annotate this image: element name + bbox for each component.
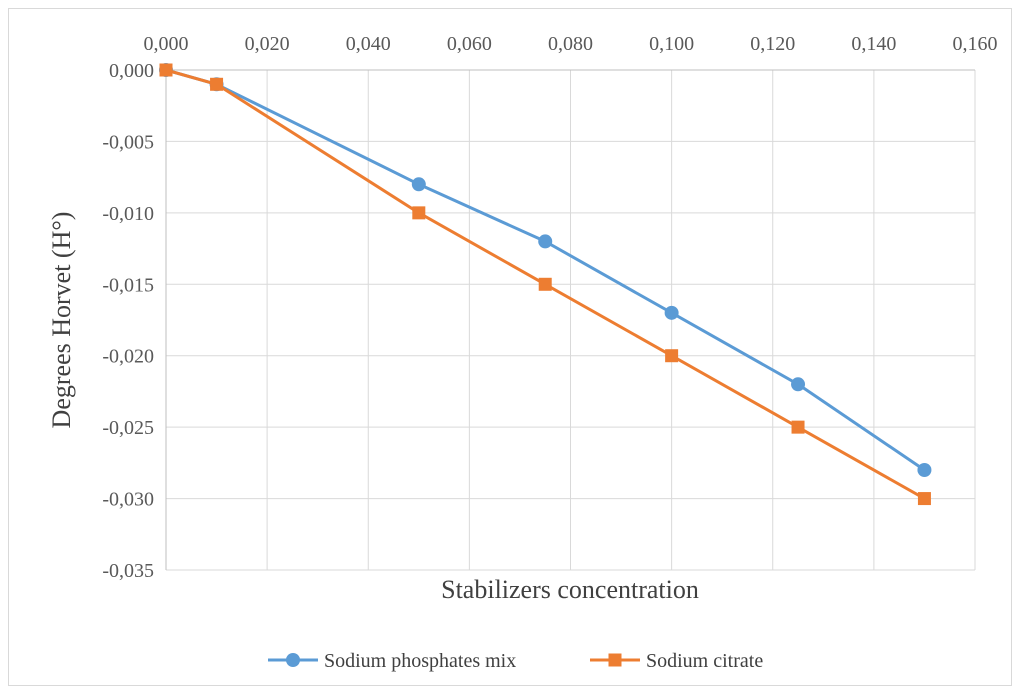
y-tick-label: 0,000: [109, 60, 154, 82]
y-tick-label: -0,025: [102, 417, 154, 439]
legend-marker-1: [286, 653, 300, 667]
legend-label-1: Sodium phosphates mix: [324, 650, 516, 672]
series-group: [159, 63, 932, 506]
x-tick-label: 0,000: [144, 33, 189, 55]
series-2-point: [665, 349, 679, 363]
y-tick-label: -0,035: [102, 560, 154, 582]
legend: Sodium phosphates mix Sodium citrate: [268, 650, 763, 672]
chart-frame: [8, 8, 1012, 686]
x-tick-label: 0,100: [649, 33, 694, 55]
series-2-point: [210, 77, 224, 91]
series-2-point: [791, 420, 805, 434]
series-1-point: [917, 463, 932, 477]
y-axis-title: Degrees Horvet (H°): [47, 212, 76, 429]
series-1-point: [411, 177, 426, 192]
series-1-point: [664, 305, 679, 320]
legend-marker-2: [608, 653, 622, 667]
series-line-1: [165, 68, 926, 472]
y-tick-label: -0,020: [102, 346, 154, 368]
y-axis-ticks: 0,000 -0,005 -0,010 -0,015 -0,020 -0,025 -0,03…: [102, 60, 154, 582]
series-2-point: [412, 206, 426, 220]
series-1-point: [791, 377, 806, 392]
series-2-point: [159, 63, 173, 77]
x-tick-label: 0,060: [447, 33, 492, 55]
x-tick-label: 0,020: [245, 33, 290, 55]
y-tick-label: -0,010: [102, 203, 154, 225]
x-tick-label: 0,040: [346, 33, 391, 55]
x-tick-label: 0,120: [750, 33, 795, 55]
gridlines: [165, 69, 976, 571]
y-tick-label: -0,015: [102, 274, 154, 296]
series-1-point: [538, 234, 553, 249]
series-2-point: [917, 492, 931, 506]
series-2-point: [538, 277, 552, 291]
x-tick-label: 0,160: [953, 33, 998, 55]
x-tick-label: 0,080: [548, 33, 593, 55]
x-tick-label: 0,140: [851, 33, 896, 55]
x-axis-title: Stabilizers concentration: [441, 575, 699, 604]
legend-label-2: Sodium citrate: [646, 650, 763, 672]
x-axis-ticks: 0,000 0,020 0,040 0,060 0,080 0,100 0,120 0,140…: [144, 33, 998, 55]
y-tick-label: -0,030: [102, 489, 154, 511]
y-tick-label: -0,005: [102, 131, 154, 153]
